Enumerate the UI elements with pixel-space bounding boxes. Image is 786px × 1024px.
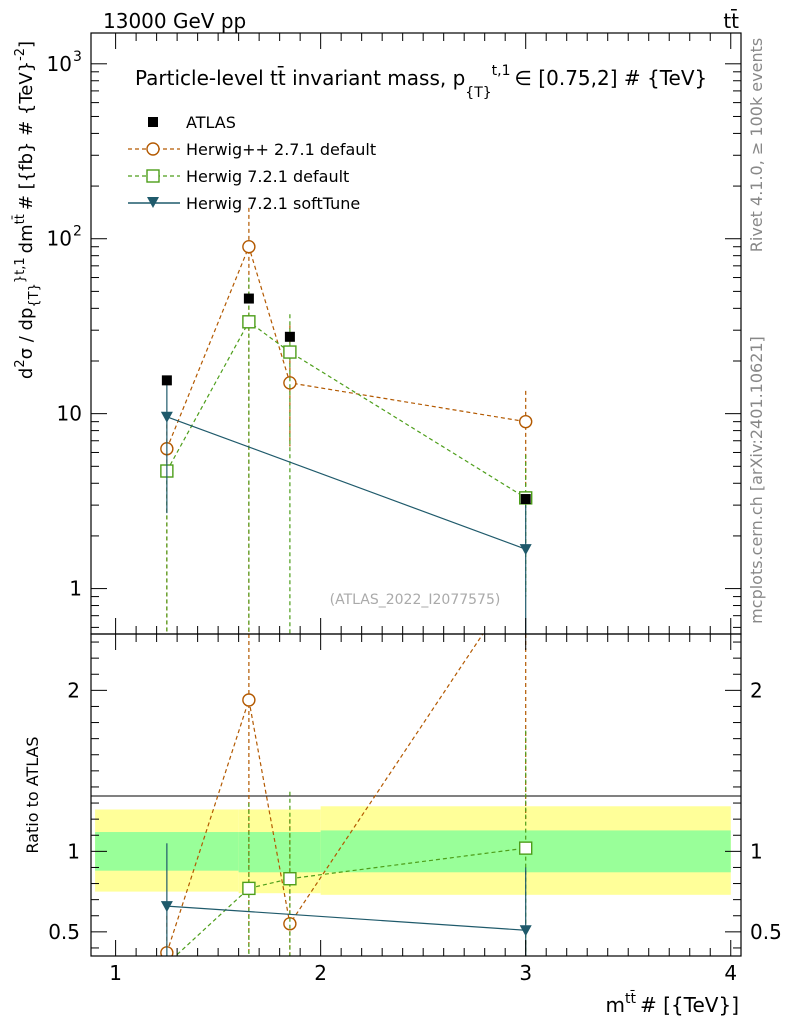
main-point-atlas xyxy=(161,375,172,386)
main-line-herwig-7-2-1-softtune xyxy=(166,416,526,550)
main-ytick-label: 10 xyxy=(57,402,82,426)
main-point-atlas xyxy=(520,494,531,505)
ratio-band-layer xyxy=(95,806,731,895)
ratio-point-herwig-7-2-1-default xyxy=(519,841,533,855)
ratio-point-herwig-7-2-1-default xyxy=(283,872,297,886)
legend-marker-softtune xyxy=(147,197,159,208)
main-line-herwig-7-2-1-default xyxy=(166,320,527,499)
xtick-label: 4 xyxy=(724,961,737,985)
ratio-ytick-label-right: 1 xyxy=(750,839,763,863)
legend-label-atlas: ATLAS xyxy=(186,113,236,132)
title-rest: ∈ [0.75,2] # {TeV} xyxy=(515,66,708,90)
ratio-ytick-label-left: 2 xyxy=(67,678,80,702)
ratio-ytick-label-right: 0.5 xyxy=(750,920,782,944)
xtick-label: 1 xyxy=(109,961,122,985)
watermark: (ATLAS_2022_I2077575) xyxy=(330,592,501,608)
header-left: 13000 GeV pp xyxy=(103,9,246,33)
legend: ATLAS Herwig++ 2.7.1 default Herwig 7.2.… xyxy=(128,113,376,213)
ratio-ytick-label-left: 0.5 xyxy=(48,920,80,944)
main-ytick-label-exp: 3 xyxy=(73,49,82,65)
main-series-herwig-2-7-1-default xyxy=(160,207,533,634)
main-ytick-label: 10 xyxy=(47,52,72,76)
main-point-herwig-7-2-1-softtune xyxy=(519,544,532,556)
legend-label-herwigpp: Herwig++ 2.7.1 default xyxy=(186,140,376,159)
ratio-frame xyxy=(90,633,742,957)
main-series-herwig-7-2-1-softtune xyxy=(160,378,532,634)
xtick-label: 2 xyxy=(314,961,327,985)
ratio-series-herwig-7-2-1-default xyxy=(174,730,533,956)
ratio-line-herwig-7-2-1-softtune xyxy=(166,905,526,931)
legend-marker-herwig721 xyxy=(146,169,160,183)
title-main: Particle-level t xyxy=(135,66,278,90)
xtick-label: 3 xyxy=(519,961,532,985)
ratio-ytick-label-left: 1 xyxy=(67,839,80,863)
legend-label-softtune: Herwig 7.2.1 softTune xyxy=(186,194,360,213)
main-point-atlas xyxy=(243,293,254,304)
ratio-series-herwig-2-7-1-default xyxy=(160,634,527,956)
header-right: tt̄ xyxy=(723,8,739,33)
main-point-herwig-7-2-1-default xyxy=(283,345,297,359)
x-axis-label: mtt̄ # [{TeV}] xyxy=(606,989,739,1017)
main-point-herwig-7-2-1-softtune xyxy=(160,411,173,423)
main-line-herwig-2-7-1-default xyxy=(166,244,526,449)
legend-entry-atlas: ATLAS xyxy=(148,113,236,132)
main-point-herwig-7-2-1-default xyxy=(242,315,256,329)
legend-marker-herwigpp xyxy=(146,142,160,156)
ratio-point-herwig-2-7-1-default xyxy=(242,693,256,707)
ratio-panel: 0.5 0.5 1 1 2 2 1 2 3 4 Ratio to ATLAS mtt̄ # [{Te… xyxy=(23,633,782,1017)
ratio-point-herwig-7-2-1-softtune xyxy=(160,901,173,913)
main-ytick-label: 10 xyxy=(47,227,72,251)
main-point-herwig-2-7-1-default xyxy=(519,414,533,429)
main-series-layer xyxy=(160,207,533,634)
legend-marker-atlas xyxy=(148,117,158,127)
ratio-series-layer xyxy=(160,634,533,956)
main-series-herwig-7-2-1-default xyxy=(160,277,533,634)
main-ytick-label: 1 xyxy=(69,577,82,601)
ratio-point-herwig-7-2-1-softtune xyxy=(519,925,532,937)
ratio-point-herwig-7-2-1-default xyxy=(242,881,256,896)
main-ytick-label-exp: 2 xyxy=(73,224,82,240)
main-point-herwig-2-7-1-default xyxy=(242,240,256,254)
ratio-line-herwig-2-7-1-default xyxy=(166,634,484,953)
ratio-ylabel: Ratio to ATLAS xyxy=(23,736,42,853)
rivet-label: Rivet 4.1.0, ≥ 100k events xyxy=(747,38,766,252)
main-point-atlas xyxy=(284,331,295,342)
legend-entry-softtune: Herwig 7.2.1 softTune xyxy=(128,194,360,213)
ratio-ytick-label-right: 2 xyxy=(750,678,763,702)
main-point-herwig-2-7-1-default xyxy=(283,376,297,390)
main-series-atlas xyxy=(161,293,531,505)
mcplots-label: mcplots.cern.ch [arXiv:2401.10621] xyxy=(747,336,766,624)
title-tbar: t̄ invariant mass, p xyxy=(278,65,466,90)
legend-entry-herwig721: Herwig 7.2.1 default xyxy=(128,167,349,186)
title-sup: t,1 xyxy=(492,63,511,79)
legend-entry-herwigpp: Herwig++ 2.7.1 default xyxy=(128,140,376,159)
main-ylabel: d2σ / dp{T}}t,1dmtt̄# [{fb} # {TeV}-2] xyxy=(13,41,42,379)
legend-label-herwig721: Herwig 7.2.1 default xyxy=(186,167,349,186)
plot-title: Particle-level tt̄ invariant mass, p{T}t… xyxy=(135,63,707,101)
ratio-tick-layer: 0.5 0.5 1 1 2 2 1 2 3 4 xyxy=(48,634,782,985)
title-sub: {T} xyxy=(465,85,491,101)
